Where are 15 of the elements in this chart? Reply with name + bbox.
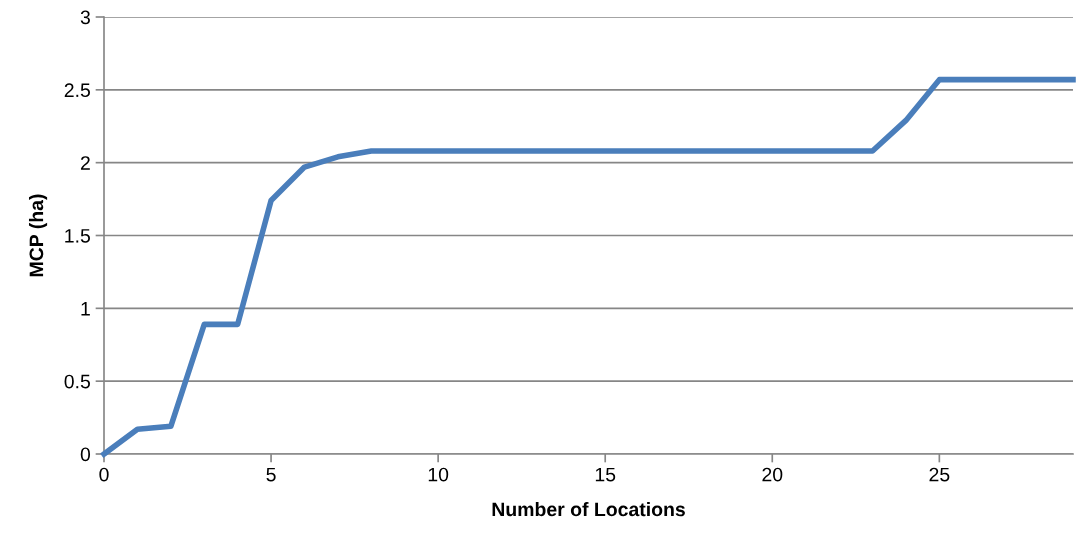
- y-tick-label: 2: [80, 156, 90, 170]
- y-tick-label: 2.5: [64, 83, 90, 98]
- y-tick-label: 0.5: [64, 374, 90, 389]
- x-tick-label: 0: [99, 467, 109, 482]
- x-axis-title: Number of Locations: [492, 501, 685, 517]
- x-tick-label: 15: [595, 467, 616, 482]
- y-tick-label: 3: [80, 10, 90, 25]
- x-tick-label: 25: [929, 467, 950, 482]
- y-tick-label: 0: [80, 447, 91, 462]
- y-tick-label: 1: [81, 302, 90, 316]
- x-tick-label: 10: [428, 467, 449, 482]
- y-axis-title: MCP (ha): [28, 194, 48, 277]
- x-tick-label: 5: [266, 467, 276, 482]
- y-tick-label: 1.5: [65, 229, 90, 243]
- x-tick-label: 20: [762, 467, 783, 482]
